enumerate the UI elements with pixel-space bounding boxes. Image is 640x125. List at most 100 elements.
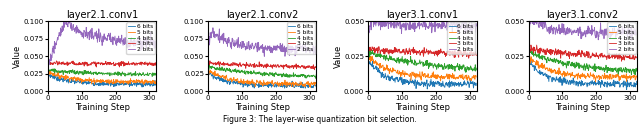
6 bits [281,87,289,89]
2 bits [472,25,480,27]
2 bits [380,26,388,27]
5 bits [601,78,609,79]
6 bits [365,60,373,62]
6 bits [540,74,548,76]
5 bits [443,75,451,77]
5 bits [632,76,640,78]
3 bits [52,60,60,62]
4 bits [260,75,268,76]
6 bits [260,85,268,87]
6 bits [152,83,160,85]
4 bits [281,74,289,76]
Title: layer3.1.conv1: layer3.1.conv1 [387,10,458,20]
5 bits [299,85,307,87]
2 bits [529,16,537,17]
X-axis label: Training Step: Training Step [555,103,610,112]
6 bits [632,81,640,82]
4 bits [632,70,640,72]
6 bits [138,86,146,88]
2 bits [260,56,268,57]
2 bits [460,23,467,25]
6 bits [601,86,609,87]
5 bits [60,76,67,77]
Line: 2 bits: 2 bits [48,17,156,65]
2 bits [442,25,450,27]
5 bits [282,84,289,86]
3 bits [618,60,625,62]
5 bits [132,79,140,80]
3 bits [152,63,160,64]
6 bits [613,80,621,82]
4 bits [60,70,68,71]
6 bits [380,76,388,77]
2 bits [541,21,548,23]
2 bits [300,46,307,47]
4 bits [205,64,213,66]
2 bits [601,28,609,30]
Line: 6 bits: 6 bits [48,72,156,87]
6 bits [460,81,468,83]
4 bits [44,69,52,71]
Legend: 6 bits, 5 bits, 4 bits, 3 bits, 2 bits: 6 bits, 5 bits, 4 bits, 3 bits, 2 bits [127,22,155,54]
Line: 2 bits: 2 bits [529,16,636,40]
Legend: 6 bits, 5 bits, 4 bits, 3 bits, 2 bits: 6 bits, 5 bits, 4 bits, 3 bits, 2 bits [447,22,476,54]
4 bits [462,72,470,73]
4 bits [454,64,461,65]
4 bits [441,65,449,66]
6 bits [282,84,290,86]
2 bits [294,50,301,51]
X-axis label: Training Step: Training Step [235,103,290,112]
6 bits [580,82,588,84]
6 bits [301,87,309,89]
Legend: 6 bits, 5 bits, 4 bits, 3 bits, 2 bits: 6 bits, 5 bits, 4 bits, 3 bits, 2 bits [607,22,636,54]
5 bits [454,77,461,78]
6 bits [424,88,431,90]
3 bits [527,44,535,46]
Y-axis label: Value: Value [333,45,342,68]
Line: 3 bits: 3 bits [369,47,476,58]
3 bits [220,62,228,64]
6 bits [620,86,627,88]
2 bits [140,46,147,47]
6 bits [525,55,532,57]
Line: 5 bits: 5 bits [529,55,636,82]
3 bits [632,56,640,58]
4 bits [282,73,290,75]
3 bits [525,47,532,49]
X-axis label: Training Step: Training Step [395,103,450,112]
Y-axis label: Value: Value [13,45,22,68]
2 bits [365,32,372,33]
4 bits [525,52,532,54]
2 bits [420,25,428,27]
4 bits [614,70,621,71]
Line: 2 bits: 2 bits [369,17,476,34]
6 bits [120,83,128,85]
2 bits [620,31,627,32]
6 bits [293,84,301,85]
5 bits [280,82,288,84]
4 bits [312,74,320,76]
4 bits [628,74,636,76]
4 bits [380,56,388,57]
3 bits [100,63,108,65]
3 bits [310,69,318,70]
5 bits [620,77,627,78]
3 bits [420,52,428,54]
5 bits [204,68,212,70]
2 bits [581,30,589,32]
2 bits [45,64,53,66]
6 bits [100,82,108,83]
4 bits [312,78,319,79]
4 bits [366,49,374,50]
3 bits [300,67,307,68]
5 bits [472,76,480,78]
5 bits [525,55,532,56]
2 bits [614,28,621,30]
6 bits [442,85,449,86]
2 bits [100,37,108,39]
3 bits [375,46,383,47]
4 bits [365,52,372,53]
Line: 3 bits: 3 bits [48,61,156,67]
2 bits [632,34,640,35]
6 bits [44,72,52,73]
